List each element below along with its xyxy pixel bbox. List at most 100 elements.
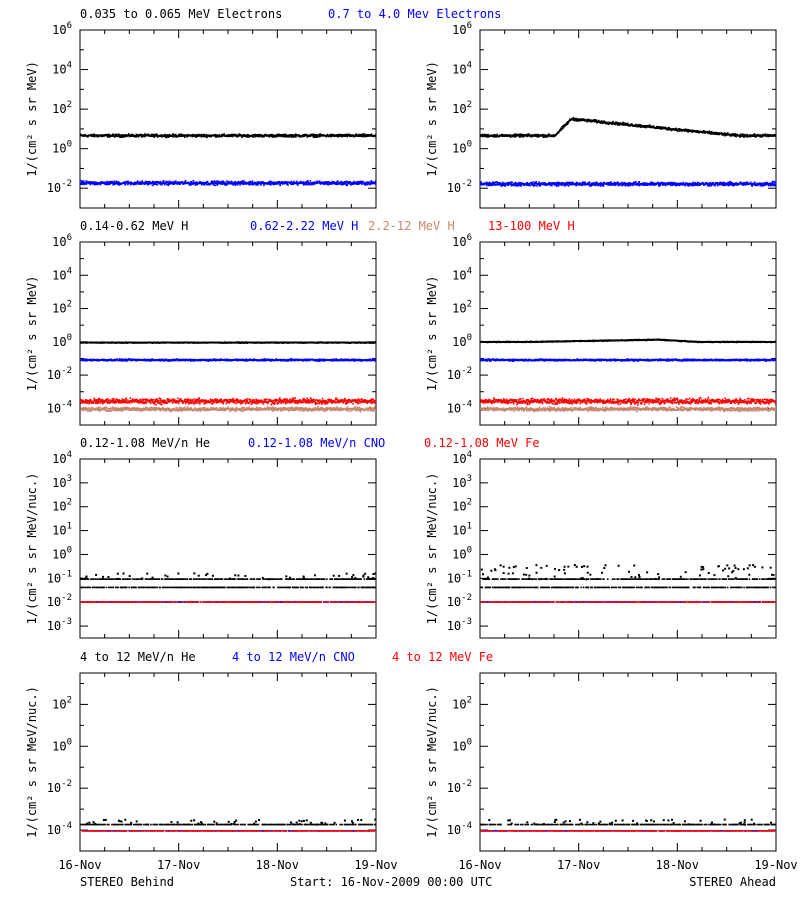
data-point bbox=[367, 182, 370, 185]
data-point bbox=[282, 135, 285, 138]
data-point bbox=[668, 126, 671, 129]
data-point bbox=[85, 183, 87, 186]
data-point bbox=[590, 184, 593, 187]
data-point bbox=[560, 183, 562, 185]
data-point bbox=[529, 184, 531, 187]
data-point bbox=[315, 136, 318, 139]
data-point bbox=[124, 183, 127, 185]
data-point bbox=[152, 182, 155, 185]
y-axis-label: 1/(cm² s sr MeV) bbox=[425, 61, 439, 177]
data-point bbox=[625, 122, 627, 125]
data-point bbox=[83, 183, 85, 186]
data-point bbox=[92, 135, 95, 138]
data-point bbox=[318, 135, 321, 138]
data-point bbox=[147, 180, 150, 183]
data-point bbox=[238, 181, 241, 184]
data-point bbox=[608, 184, 610, 186]
data-point bbox=[96, 183, 98, 186]
data-point bbox=[727, 184, 730, 187]
data-point bbox=[358, 134, 360, 136]
data-point bbox=[572, 116, 575, 119]
data-point bbox=[90, 182, 92, 184]
data-point bbox=[673, 183, 675, 186]
data-point bbox=[530, 134, 532, 136]
data-point bbox=[487, 133, 490, 136]
data-point bbox=[617, 181, 620, 184]
data-point bbox=[326, 133, 329, 136]
data-point bbox=[323, 183, 326, 186]
data-point bbox=[359, 180, 362, 183]
data-point bbox=[181, 181, 184, 183]
y-tick-label: 106 bbox=[52, 21, 72, 37]
data-point bbox=[549, 183, 551, 186]
data-point bbox=[245, 183, 248, 185]
data-point bbox=[165, 180, 168, 183]
data-point bbox=[221, 182, 224, 185]
data-point bbox=[183, 136, 186, 138]
data-point bbox=[140, 181, 142, 183]
data-point bbox=[315, 134, 317, 137]
data-point bbox=[131, 133, 133, 136]
data-point bbox=[177, 359, 179, 362]
data-point bbox=[608, 182, 611, 184]
data-point bbox=[507, 181, 509, 184]
data-point bbox=[285, 136, 287, 138]
data-point bbox=[312, 183, 315, 186]
data-point bbox=[661, 184, 664, 186]
data-point bbox=[480, 183, 482, 186]
data-point bbox=[275, 183, 278, 185]
data-point bbox=[276, 135, 278, 137]
data-point bbox=[506, 184, 509, 187]
legend-entry: 4 to 12 MeV/n CNO bbox=[232, 650, 355, 664]
data-point bbox=[560, 129, 563, 131]
data-point bbox=[511, 181, 513, 183]
data-point bbox=[82, 180, 85, 182]
data-point bbox=[637, 184, 639, 186]
data-point bbox=[533, 183, 536, 186]
data-point bbox=[618, 184, 621, 187]
data-point bbox=[516, 182, 519, 185]
data-point bbox=[709, 181, 711, 184]
data-point bbox=[652, 184, 655, 186]
data-point bbox=[89, 183, 92, 186]
data-point bbox=[481, 135, 484, 138]
data-point bbox=[251, 182, 253, 184]
data-point bbox=[760, 135, 762, 138]
data-point bbox=[682, 181, 685, 184]
data-point bbox=[503, 182, 506, 185]
data-point bbox=[658, 182, 661, 185]
data-point bbox=[307, 181, 309, 183]
data-point bbox=[674, 182, 677, 185]
data-point bbox=[749, 182, 751, 185]
data-point bbox=[86, 136, 89, 138]
data-point bbox=[319, 183, 322, 185]
data-point bbox=[746, 181, 749, 184]
data-point bbox=[248, 180, 251, 183]
data-point bbox=[666, 127, 669, 130]
data-point bbox=[273, 183, 275, 186]
data-point bbox=[562, 127, 564, 130]
data-point bbox=[642, 182, 644, 184]
data-point bbox=[702, 131, 705, 134]
data-point bbox=[526, 133, 528, 136]
data-point bbox=[692, 183, 694, 186]
data-point bbox=[732, 134, 734, 137]
data-point bbox=[645, 183, 648, 186]
data-point bbox=[657, 126, 660, 128]
data-point bbox=[518, 181, 521, 184]
data-point bbox=[502, 183, 504, 186]
data-point bbox=[576, 181, 578, 184]
data-point bbox=[519, 183, 522, 186]
data-point bbox=[129, 183, 132, 186]
data-point bbox=[544, 136, 547, 138]
data-point bbox=[612, 182, 615, 185]
data-point bbox=[226, 180, 228, 183]
data-point bbox=[94, 183, 97, 186]
data-point bbox=[365, 181, 368, 184]
data-point bbox=[298, 134, 300, 136]
data-point bbox=[311, 183, 313, 186]
data-point bbox=[774, 181, 776, 184]
data-point bbox=[634, 183, 636, 186]
data-point bbox=[163, 183, 166, 186]
data-point bbox=[601, 182, 603, 185]
